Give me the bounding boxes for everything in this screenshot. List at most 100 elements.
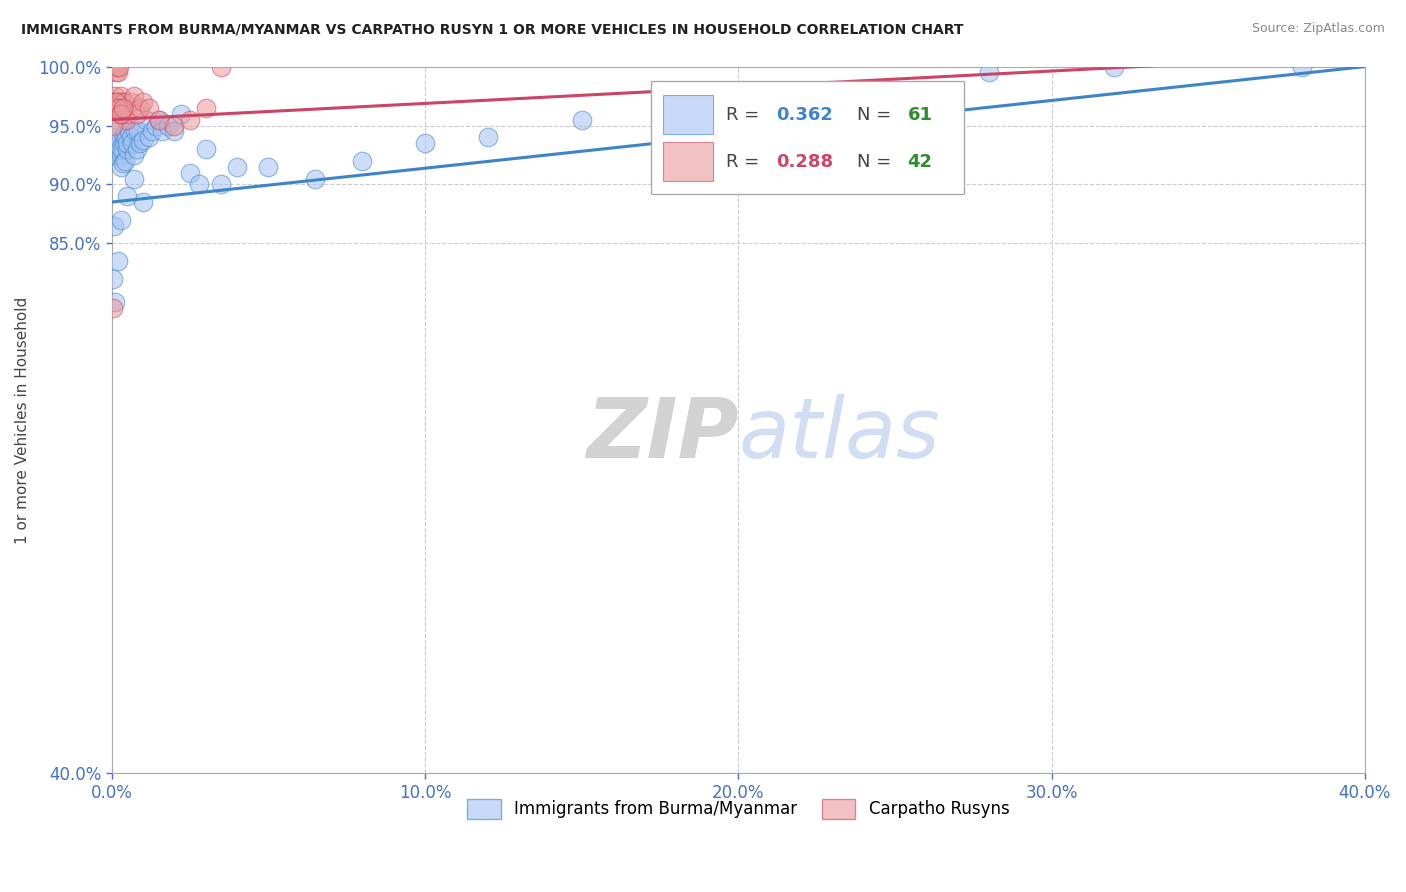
Point (118, 124, 141, 138)
Point (104, 95, 127, 109)
Point (122, 148, 145, 162)
Point (104, 295, 127, 310)
Point (163, 124, 186, 138)
Point (104, 101, 127, 115)
Point (169, 106, 191, 120)
Point (105, 142, 128, 156)
Point (163, 119, 186, 133)
Point (209, 178, 232, 192)
Point (1291, 60, 1313, 74)
Point (150, 124, 173, 138)
Point (477, 130, 499, 145)
Text: N =: N = (858, 153, 897, 171)
Point (125, 106, 148, 120)
Point (112, 136, 135, 151)
Point (571, 112, 593, 127)
FancyBboxPatch shape (664, 142, 713, 181)
Point (1102, 60, 1125, 74)
Text: N =: N = (858, 105, 897, 124)
Point (122, 171, 145, 186)
Point (108, 101, 131, 115)
Point (117, 189, 139, 203)
Point (883, 83, 905, 97)
Point (105, 65, 128, 79)
Point (111, 95, 134, 109)
Point (108, 106, 131, 120)
Point (977, 65, 1000, 79)
Point (120, 95, 142, 109)
Point (148, 112, 170, 127)
Text: R =: R = (725, 153, 765, 171)
Point (108, 60, 131, 74)
Point (107, 101, 129, 115)
Point (107, 133, 129, 147)
Point (132, 95, 155, 109)
Text: 61: 61 (907, 105, 932, 124)
Text: 0.362: 0.362 (776, 105, 832, 124)
Point (115, 142, 138, 156)
Point (145, 119, 167, 133)
Point (112, 128, 135, 142)
Point (112, 101, 135, 115)
Point (226, 160, 249, 174)
Point (132, 195, 155, 210)
Point (112, 95, 135, 109)
Point (104, 95, 127, 109)
Point (132, 133, 155, 147)
Point (107, 254, 129, 268)
Point (115, 112, 138, 127)
Point (114, 153, 136, 168)
Point (110, 89, 132, 103)
Point (129, 101, 152, 115)
Point (148, 112, 170, 127)
Point (117, 106, 139, 120)
Legend: Immigrants from Burma/Myanmar, Carpatho Rusyns: Immigrants from Burma/Myanmar, Carpatho … (461, 793, 1017, 825)
Point (117, 136, 139, 151)
Point (125, 142, 148, 156)
Point (122, 89, 145, 103)
Point (105, 95, 128, 109)
Point (127, 124, 149, 138)
Point (194, 101, 217, 115)
Point (104, 89, 127, 103)
Point (103, 119, 125, 133)
Point (103, 60, 125, 74)
Point (111, 101, 134, 115)
Text: 0.288: 0.288 (776, 153, 832, 171)
Point (101, 301, 124, 315)
Point (110, 106, 132, 120)
FancyBboxPatch shape (651, 81, 965, 194)
Point (209, 60, 232, 74)
Point (111, 142, 134, 156)
Point (110, 160, 132, 174)
Point (120, 130, 142, 145)
Text: IMMIGRANTS FROM BURMA/MYANMAR VS CARPATHO RUSYN 1 OR MORE VEHICLES IN HOUSEHOLD : IMMIGRANTS FROM BURMA/MYANMAR VS CARPATH… (21, 22, 963, 37)
Point (138, 101, 160, 115)
Text: R =: R = (725, 105, 765, 124)
Point (413, 136, 436, 151)
Point (179, 112, 201, 127)
Point (111, 101, 134, 115)
Point (157, 119, 180, 133)
Y-axis label: 1 or more Vehicles in Household: 1 or more Vehicles in Household (15, 296, 30, 543)
Point (304, 171, 326, 186)
Point (188, 178, 211, 192)
Point (103, 271, 125, 285)
Point (104, 130, 127, 145)
Point (105, 95, 128, 109)
Point (138, 130, 160, 145)
Point (352, 153, 374, 168)
Point (105, 60, 128, 74)
Point (110, 106, 132, 120)
Point (110, 148, 132, 162)
Point (179, 166, 201, 180)
Point (135, 112, 157, 127)
Point (141, 124, 163, 138)
Point (105, 101, 128, 115)
Point (107, 65, 129, 79)
Point (107, 124, 129, 138)
Point (104, 136, 127, 151)
Point (110, 212, 132, 227)
Point (107, 95, 129, 109)
Point (108, 142, 131, 156)
